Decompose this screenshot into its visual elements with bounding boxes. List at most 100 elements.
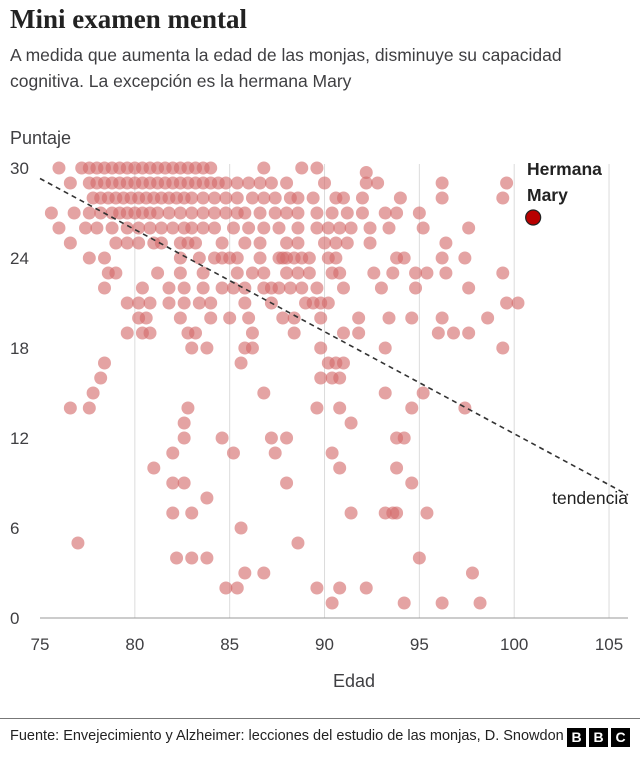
data-point — [268, 446, 282, 460]
data-point — [310, 581, 324, 595]
source-note: Fuente: Envejecimiento y Alzheimer: lecc… — [10, 728, 564, 744]
data-point — [234, 356, 248, 370]
data-point — [306, 191, 320, 205]
data-point — [481, 311, 495, 325]
data-point — [420, 266, 434, 280]
y-axis-label: Puntaje — [10, 128, 72, 148]
data-point — [63, 176, 77, 190]
data-point — [280, 266, 294, 280]
data-point — [412, 206, 426, 220]
data-point — [185, 551, 199, 565]
data-point — [238, 236, 252, 250]
data-point — [120, 326, 134, 340]
data-point — [321, 221, 335, 235]
data-point — [329, 236, 343, 250]
data-point — [242, 221, 256, 235]
data-point — [280, 476, 294, 490]
data-point — [63, 401, 77, 415]
data-point — [336, 281, 350, 295]
data-point — [204, 311, 218, 325]
data-point — [333, 221, 347, 235]
data-point — [185, 221, 199, 235]
data-point — [435, 251, 449, 265]
data-point — [151, 206, 165, 220]
data-point — [314, 341, 328, 355]
data-point — [390, 506, 404, 520]
data-point — [268, 191, 282, 205]
data-point — [143, 326, 157, 340]
data-point — [242, 176, 256, 190]
data-point — [409, 266, 423, 280]
data-point — [371, 176, 385, 190]
data-point — [120, 236, 134, 250]
data-point — [458, 401, 472, 415]
data-point — [143, 296, 157, 310]
data-point — [253, 251, 267, 265]
data-point — [340, 236, 354, 250]
highlight-group: Hermana Mary — [525, 159, 602, 226]
data-point — [166, 476, 180, 490]
data-point — [208, 191, 222, 205]
data-point — [173, 266, 187, 280]
x-tick-label: 105 — [595, 635, 623, 654]
data-point — [177, 431, 191, 445]
data-point — [287, 326, 301, 340]
data-point — [44, 206, 58, 220]
data-point — [200, 491, 214, 505]
data-point — [132, 296, 146, 310]
data-point — [196, 281, 210, 295]
data-point — [435, 311, 449, 325]
data-point — [496, 191, 510, 205]
data-point — [166, 221, 180, 235]
data-point — [291, 191, 305, 205]
data-point — [208, 221, 222, 235]
data-point — [321, 296, 335, 310]
data-point — [336, 191, 350, 205]
data-point — [397, 431, 411, 445]
x-tick-label: 100 — [500, 635, 528, 654]
data-point — [257, 266, 271, 280]
data-point — [52, 221, 66, 235]
data-point — [446, 326, 460, 340]
data-point — [333, 266, 347, 280]
data-point — [230, 251, 244, 265]
data-point — [132, 236, 146, 250]
data-point — [378, 206, 392, 220]
data-point — [283, 281, 297, 295]
data-point — [245, 266, 259, 280]
data-point — [431, 326, 445, 340]
data-point — [97, 356, 111, 370]
data-point — [511, 296, 525, 310]
data-point — [355, 191, 369, 205]
data-point — [386, 266, 400, 280]
data-point — [177, 281, 191, 295]
data-point — [196, 221, 210, 235]
y-tick-label: 0 — [10, 609, 19, 628]
data-point — [185, 191, 199, 205]
data-point — [310, 221, 324, 235]
data-point — [82, 251, 96, 265]
data-point — [462, 281, 476, 295]
data-point — [245, 326, 259, 340]
data-point — [374, 281, 388, 295]
data-point — [344, 416, 358, 430]
data-point — [363, 221, 377, 235]
chart-subtitle: A medida que aumenta la edad de las monj… — [10, 45, 562, 91]
data-point — [185, 341, 199, 355]
data-point — [382, 221, 396, 235]
data-point — [223, 311, 237, 325]
data-point — [390, 461, 404, 475]
data-point — [409, 281, 423, 295]
data-point — [473, 596, 487, 610]
data-point — [215, 236, 229, 250]
data-point — [82, 401, 96, 415]
data-point — [79, 221, 93, 235]
data-point — [310, 206, 324, 220]
data-point — [367, 266, 381, 280]
data-point — [257, 161, 271, 175]
data-point — [192, 251, 206, 265]
data-point — [314, 371, 328, 385]
data-point — [412, 551, 426, 565]
data-point — [192, 296, 206, 310]
y-tick-label: 18 — [10, 339, 29, 358]
